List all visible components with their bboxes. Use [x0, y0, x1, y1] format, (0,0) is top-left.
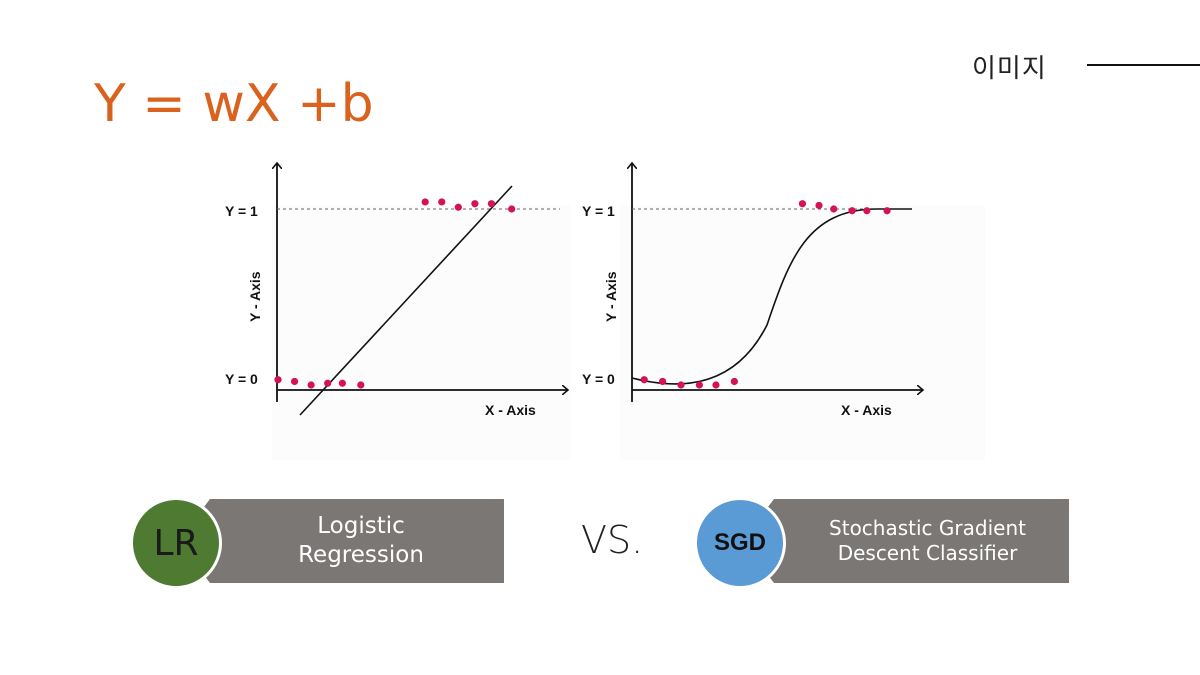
sigmoid-curve: [631, 208, 912, 385]
data-point-12: [508, 205, 516, 213]
y-axis-label: Y - Axis: [603, 271, 619, 322]
lr-circle-badge: LR: [130, 497, 222, 589]
lr-abbreviation: LR: [153, 522, 199, 564]
regression-line: [299, 185, 513, 416]
data-point-9: [830, 205, 838, 213]
y0-tick-label: Y = 0: [582, 371, 615, 387]
data-point-10: [471, 200, 479, 208]
x-axis-label: X - Axis: [841, 402, 892, 418]
sgd-label-line2: Descent Classifier: [837, 541, 1018, 565]
vs-label: VS.: [581, 518, 644, 562]
data-point-6: [730, 377, 738, 386]
data-point-1: [640, 376, 648, 384]
sgd-circle-badge: SGD: [694, 497, 786, 589]
data-points: [640, 200, 891, 389]
chart-2-background: [620, 205, 985, 460]
section-label: 이미지: [972, 54, 1047, 84]
sgd-label-banner: Stochastic Gradient Descent Classifier: [742, 499, 1069, 583]
data-point-3: [307, 381, 315, 389]
data-point-1: [274, 376, 282, 384]
chart-linear-regression: Y = 1 Y = 0 Y - Axis X - Axis: [225, 150, 580, 418]
section-divider: [1087, 64, 1200, 66]
data-point-11: [487, 200, 496, 208]
data-point-6: [357, 381, 365, 389]
data-point-8: [438, 198, 446, 206]
y-axis-label: Y - Axis: [247, 271, 263, 322]
data-point-7: [798, 200, 807, 208]
sgd-abbreviation: SGD: [713, 529, 766, 556]
data-point-4: [324, 379, 332, 387]
lr-label-line1: Logistic: [317, 513, 405, 539]
x-axis-label: X - Axis: [485, 402, 536, 418]
data-point-12: [883, 207, 891, 215]
lr-label-banner: Logistic Regression: [178, 499, 504, 583]
data-point-11: [863, 207, 871, 215]
data-point-8: [815, 201, 823, 210]
chart-1-background: [272, 205, 570, 460]
data-point-5: [712, 381, 720, 389]
data-point-4: [695, 381, 703, 389]
data-point-7: [421, 198, 429, 206]
y1-tick-label: Y = 1: [225, 203, 258, 219]
data-points: [274, 198, 516, 389]
chart-sigmoid-classifier: Y = 1 Y = 0 Y - Axis X - Axis: [582, 150, 937, 418]
data-point-2: [290, 377, 299, 386]
lr-label-line2: Regression: [298, 542, 424, 568]
data-point-3: [677, 381, 685, 389]
data-point-9: [454, 203, 462, 211]
sgd-label-line1: Stochastic Gradient: [829, 516, 1026, 540]
data-point-10: [848, 207, 856, 215]
data-point-2: [659, 377, 667, 386]
y1-tick-label: Y = 1: [582, 203, 615, 219]
data-point-5: [338, 379, 346, 387]
formula-title: Y = wX +b: [94, 74, 374, 134]
y0-tick-label: Y = 0: [225, 371, 258, 387]
